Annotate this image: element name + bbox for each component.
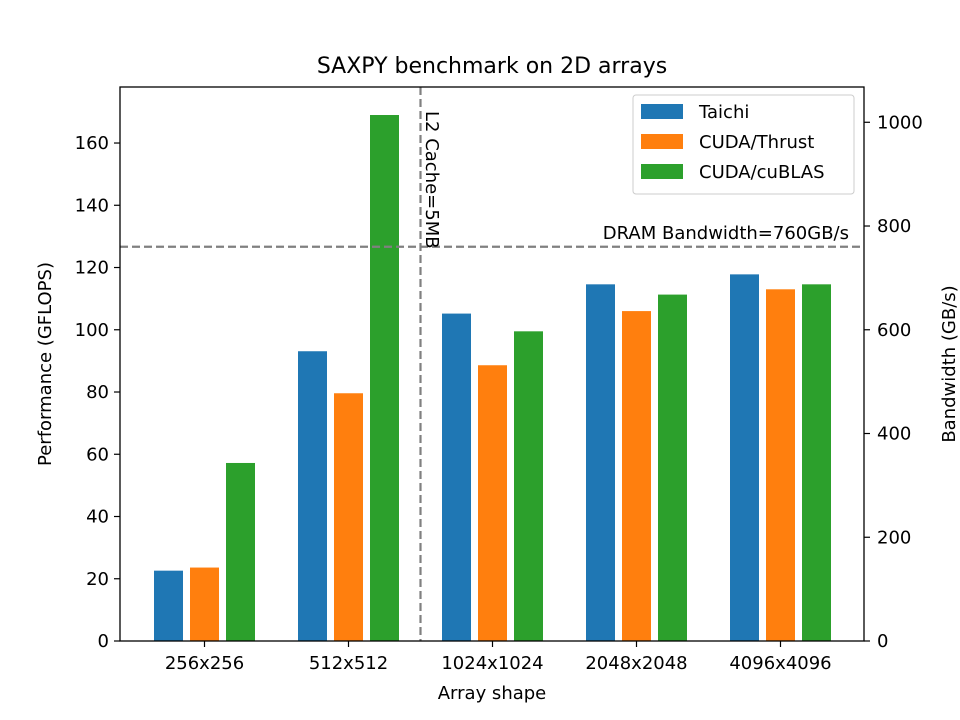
- bar-cuda-thrust-1024x1024: [478, 365, 507, 641]
- x-tick-label: 4096x4096: [729, 653, 831, 674]
- bar-cuda-thrust-4096x4096: [766, 289, 795, 641]
- y-tick-label: 20: [86, 569, 109, 590]
- chart-title: SAXPY benchmark on 2D arrays: [317, 54, 667, 79]
- x-tick-label: 2048x2048: [585, 653, 687, 674]
- x-axis: 256x256 512x512 1024x1024 2048x2048 4096x409…: [165, 641, 832, 674]
- legend-frame: [632, 94, 855, 195]
- legend-swatch-taichi: [641, 104, 683, 119]
- y-axis-left: 0 20 40 60 80 100 120 140 160: [75, 133, 120, 652]
- l2-cache-label: L2 Cache=5MB: [421, 111, 442, 249]
- y2-tick-label: 800: [877, 216, 911, 237]
- dram-bandwidth-label: DRAM Bandwidth=760GB/s: [603, 223, 849, 244]
- bar-cuda-cublas-512x512: [370, 115, 399, 642]
- bar-cuda-thrust-256x256: [190, 567, 219, 641]
- legend-label-taichi: Taichi: [698, 102, 749, 123]
- y-tick-label: 100: [75, 320, 109, 341]
- legend-label-cuda-thrust: CUDA/Thrust: [699, 132, 814, 153]
- x-tick-label: 1024x1024: [441, 653, 543, 674]
- y-axis-right: 0 200 400 600 800 1000: [864, 112, 923, 652]
- y-tick-label: 0: [98, 631, 109, 652]
- legend-swatch-cuda-cublas: [641, 164, 683, 179]
- y2-tick-label: 600: [877, 320, 911, 341]
- bars-group: [154, 115, 831, 642]
- bar-cuda-cublas-256x256: [226, 462, 255, 641]
- bar-cuda-cublas-2048x2048: [658, 294, 687, 641]
- x-axis-label: Array shape: [438, 683, 547, 704]
- bar-cuda-cublas-4096x4096: [802, 284, 831, 641]
- y-axis-label-left: Performance (GFLOPS): [35, 262, 56, 466]
- legend: Taichi CUDA/Thrust CUDA/cuBLAS: [632, 94, 855, 195]
- bar-taichi-512x512: [298, 351, 327, 641]
- y-tick-label: 60: [86, 444, 109, 465]
- y2-tick-label: 0: [877, 631, 888, 652]
- y-tick-label: 40: [86, 507, 109, 528]
- y-tick-label: 120: [75, 258, 109, 279]
- y-axis-label-right: Bandwidth (GB/s): [939, 285, 960, 442]
- reference-lines: [120, 87, 864, 641]
- bar-cuda-thrust-2048x2048: [622, 311, 651, 641]
- y-tick-label: 80: [86, 382, 109, 403]
- x-tick-label: 256x256: [165, 653, 244, 674]
- legend-swatch-cuda-thrust: [641, 134, 683, 149]
- y2-tick-label: 1000: [877, 112, 923, 133]
- legend-label-cuda-cublas: CUDA/cuBLAS: [699, 162, 825, 183]
- bar-taichi-256x256: [154, 570, 183, 641]
- y2-tick-label: 400: [877, 424, 911, 445]
- bar-cuda-cublas-1024x1024: [514, 331, 543, 641]
- bar-taichi-2048x2048: [586, 284, 615, 641]
- bar-taichi-1024x1024: [442, 313, 471, 641]
- bar-cuda-thrust-512x512: [334, 393, 363, 641]
- y-tick-label: 140: [75, 195, 109, 216]
- y-tick-label: 160: [75, 133, 109, 154]
- x-tick-label: 512x512: [309, 653, 388, 674]
- y2-tick-label: 200: [877, 527, 911, 548]
- bar-taichi-4096x4096: [730, 274, 759, 641]
